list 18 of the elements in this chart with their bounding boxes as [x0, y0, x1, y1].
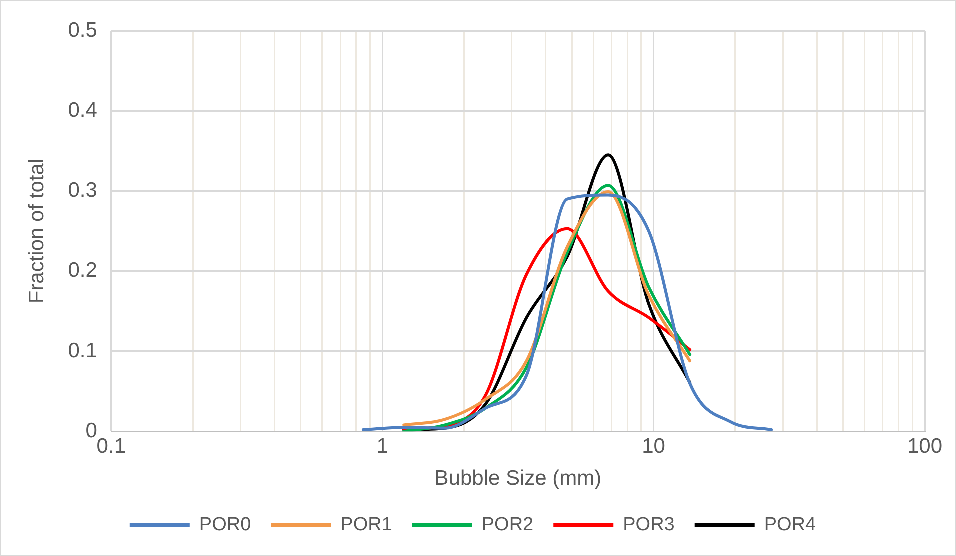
y-tick-label: 0.4 [68, 98, 98, 122]
x-axis-title: Bubble Size (mm) [434, 467, 602, 490]
legend-label: POR0 [199, 514, 252, 536]
y-tick-label: 0.3 [68, 179, 98, 202]
y-axis-title: Fraction of total [25, 158, 48, 304]
x-tick-label: 100 [907, 434, 943, 458]
x-tick-label: 10 [642, 434, 666, 458]
line-series [362, 194, 774, 432]
x-tick-label: 1 [376, 434, 388, 458]
legend-label: POR4 [764, 514, 817, 536]
y-tick-label: 0.2 [68, 259, 98, 282]
y-tick-label: 0.5 [68, 18, 98, 42]
legend-label: POR1 [340, 514, 392, 536]
y-tick-label: 0.1 [68, 339, 98, 362]
x-tick-label: 0.1 [96, 434, 126, 458]
legend-label: POR2 [482, 514, 534, 536]
legend-label: POR3 [623, 514, 675, 536]
y-tick-label: 0 [86, 419, 98, 442]
